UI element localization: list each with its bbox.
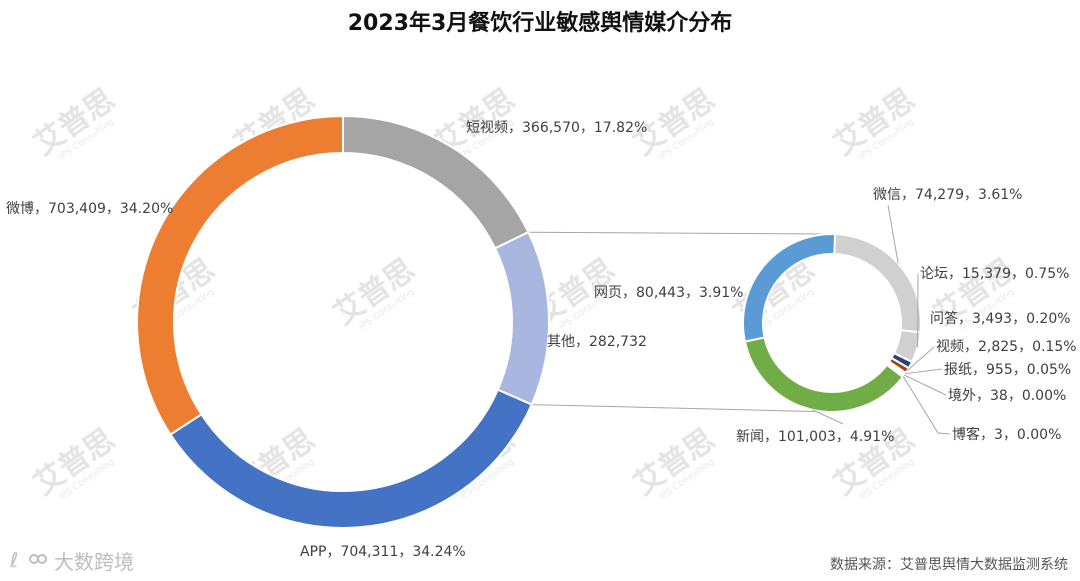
leader-line (902, 376, 951, 435)
leader-lines (812, 204, 951, 435)
primary-data-label: 微博，703,409，34.20% (6, 200, 173, 217)
brand-logo: ℓ 大数跨境 (9, 548, 134, 574)
secondary-data-label: 新闻，101,003，4.91% (736, 429, 894, 445)
leader-line (887, 204, 899, 264)
secondary-data-label: 论坛，15,379，0.75% (920, 266, 1069, 282)
secondary-data-label: 网页，80,443，3.91% (594, 285, 743, 301)
connector-line (528, 231, 833, 235)
secondary-data-label: 视频，2,825，0.15% (936, 339, 1077, 355)
brand-logo-dot (29, 554, 39, 564)
secondary-donut (742, 232, 922, 413)
leader-line (905, 368, 943, 375)
chart-title: 2023年3月餐饮行业敏感舆情媒介分布 (348, 10, 733, 36)
primary-slice (493, 230, 550, 406)
primary-data-label: 其他，282,732 (547, 334, 647, 350)
secondary-data-label: 境外，38，0.00% (948, 388, 1066, 404)
secondary-slice (831, 232, 922, 334)
connector-line (531, 404, 833, 413)
secondary-data-label: 报纸，955，0.05% (944, 362, 1071, 378)
secondary-data-label: 博客，3，0.00% (952, 426, 1061, 443)
primary-slice (169, 388, 534, 529)
leader-line (903, 374, 947, 396)
secondary-slice (743, 336, 905, 413)
source-note: 数据来源：艾普思舆情大数据监测系统 (830, 557, 1068, 573)
leader-line (906, 346, 935, 371)
primary-data-label: 短视频，366,570，17.82% (466, 120, 647, 136)
secondary-slice (742, 233, 837, 343)
primary-donut (136, 114, 550, 529)
primary-slice (136, 114, 344, 436)
data-labels: 短视频，366,570，17.82% 其他，282,732 APP，704,311，… (6, 120, 1077, 560)
brand-logo-dot (37, 554, 47, 564)
brand-logo-mark: ℓ (9, 548, 18, 572)
brand-name: 大数跨境 (54, 550, 134, 574)
secondary-data-label: 问答，3,493，0.20% (930, 310, 1071, 327)
primary-data-label: APP，704,311，34.24% (300, 544, 466, 560)
connector-lines (528, 231, 833, 413)
leader-line (812, 409, 844, 425)
secondary-data-label: 微信，74,279，3.61% (873, 187, 1022, 203)
